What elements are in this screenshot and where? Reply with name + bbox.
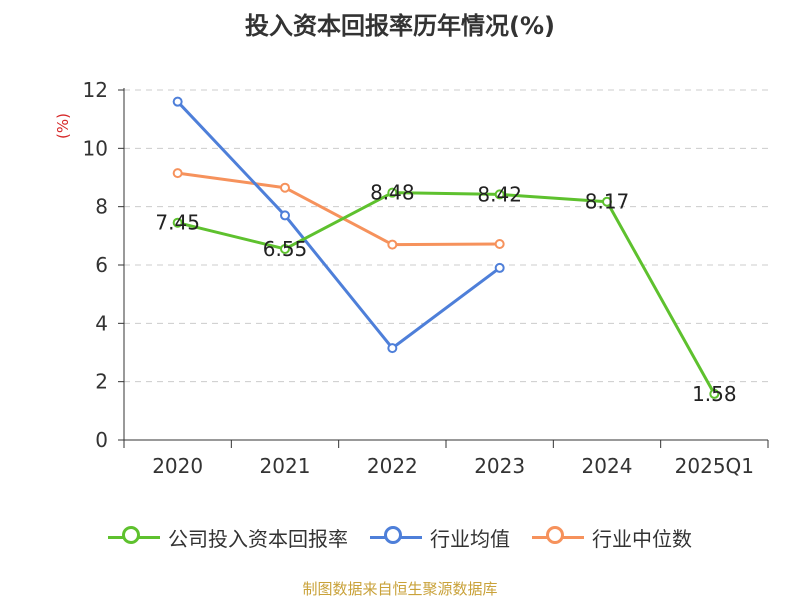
legend-swatch-mean-icon (370, 525, 422, 549)
data-point (602, 196, 612, 207)
data-point (172, 96, 183, 107)
data-point (494, 239, 505, 249)
series-line-0 (177, 191, 716, 395)
data-label: 8.48 (370, 181, 415, 205)
data-label: 8.17 (585, 190, 630, 214)
legend-label-company: 公司投入资本回报率 (168, 526, 348, 551)
data-point (494, 189, 505, 200)
legend-label-median: 行业中位数 (592, 526, 692, 551)
data-point (280, 243, 290, 254)
data-point (709, 388, 720, 399)
data-label: 6.55 (263, 237, 308, 261)
legend-item-industry-median[interactable]: 行业中位数 (532, 523, 692, 552)
y-tick-label: 10 (83, 136, 108, 160)
data-label: 8.42 (477, 182, 522, 206)
x-tick-label: 2025Q1 (675, 454, 754, 478)
data-point (387, 187, 398, 198)
y-tick-label: 2 (95, 370, 108, 394)
legend-label-mean: 行业均值 (430, 526, 510, 551)
legend-item-company-roic[interactable]: 公司投入资本回报率 (108, 523, 348, 552)
legend-swatch-company-icon (108, 525, 160, 549)
data-point (494, 262, 505, 273)
y-tick-label: 4 (95, 311, 108, 335)
data-point (387, 239, 398, 250)
x-tick-label: 2022 (367, 454, 418, 478)
y-axis-label: (%) (54, 113, 72, 139)
x-tick-label: 2021 (260, 454, 311, 478)
x-tick-label: 2024 (582, 454, 633, 478)
y-tick-label: 12 (83, 78, 108, 102)
y-tick-label: 6 (95, 253, 108, 277)
series-line-1 (176, 100, 501, 350)
data-point (280, 210, 290, 221)
x-tick-label: 2020 (152, 454, 203, 478)
y-tick-label: 8 (95, 195, 108, 219)
data-point (387, 343, 398, 354)
legend-swatch-median-icon (532, 525, 584, 549)
source-note: 制图数据来自恒生聚源数据库 (302, 580, 498, 598)
data-point (280, 182, 290, 193)
data-point (172, 217, 183, 228)
y-tick-label: 0 (95, 428, 108, 452)
x-tick-label: 2023 (474, 454, 525, 478)
series-line-2 (177, 171, 500, 247)
data-label: 7.45 (155, 211, 200, 235)
legend: 公司投入资本回报率 行业均值 行业中位数 (0, 520, 800, 554)
chart-title: 投入资本回报率历年情况(%) (245, 12, 555, 40)
legend-item-industry-mean[interactable]: 行业均值 (370, 523, 510, 552)
data-label: 1.58 (692, 382, 737, 406)
data-point (172, 168, 183, 179)
